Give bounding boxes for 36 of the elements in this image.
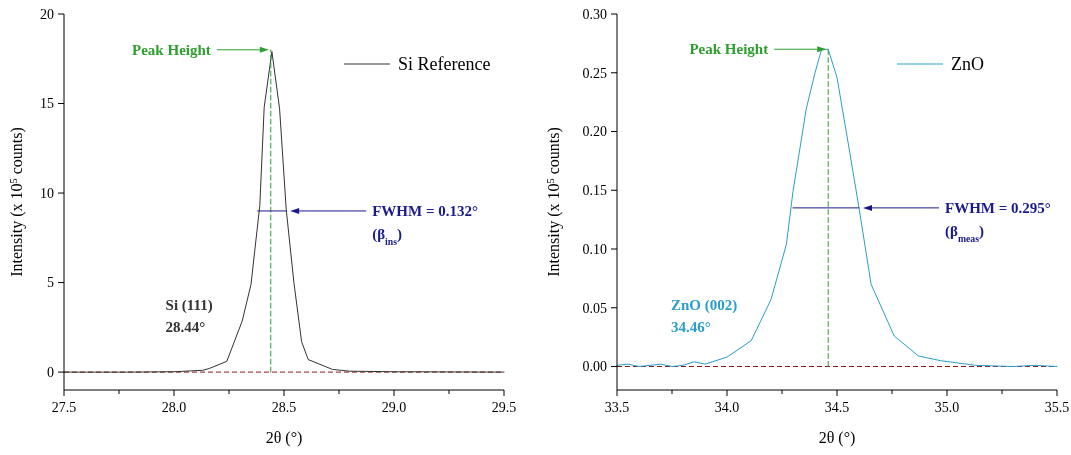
x-tick-label: 28.5 (271, 400, 297, 415)
x-axis-title: 2θ (°) (265, 429, 303, 447)
x-tick-label: 29.5 (491, 400, 517, 415)
annotation: (β$_{meas}$) (945, 222, 985, 244)
annotation: FWHM = 0.295° (945, 199, 1051, 216)
annotation: Peak Height (689, 41, 769, 58)
y-tick-label: 0.30 (582, 6, 607, 22)
legend-label: ZnO (951, 54, 984, 75)
y-tick-label: 0.20 (582, 124, 607, 140)
y-tick-label: 0.05 (582, 300, 607, 316)
x-tick-label: 28.0 (161, 400, 187, 415)
x-tick-label: 33.5 (604, 400, 630, 415)
annotation: FWHM = 0.132° (372, 202, 478, 219)
x-tick-label: 29.0 (381, 400, 407, 415)
x-tick-label: 34.5 (824, 400, 850, 415)
y-tick-label: 0.15 (582, 183, 607, 199)
x-tick-label: 35.0 (934, 400, 960, 415)
annotation: Peak Height (132, 41, 211, 58)
x-axis-title: 2θ (°) (818, 429, 856, 447)
annotation: Si (111) (165, 297, 213, 314)
y-tick-label: 0 (47, 365, 54, 380)
annotation: 34.46° (671, 319, 711, 335)
y-tick-label: 15 (40, 96, 54, 112)
y-tick-label: 20 (40, 6, 54, 22)
annotation: ZnO (002) (671, 297, 738, 314)
y-tick-label: 5 (47, 275, 54, 291)
y-tick-label: 10 (40, 185, 54, 201)
annotation: (β$_{ins}$) (372, 225, 403, 247)
x-tick-label: 35.5 (1044, 400, 1070, 415)
y-tick-label: 0.00 (582, 359, 607, 375)
y-tick-label: 0.10 (582, 241, 607, 257)
legend-label: Si Reference (398, 54, 491, 75)
annotation: 28.44° (165, 319, 206, 335)
y-tick-label: 0.25 (582, 65, 607, 81)
x-tick-label: 27.5 (51, 400, 77, 415)
x-tick-label: 34.0 (714, 400, 740, 415)
